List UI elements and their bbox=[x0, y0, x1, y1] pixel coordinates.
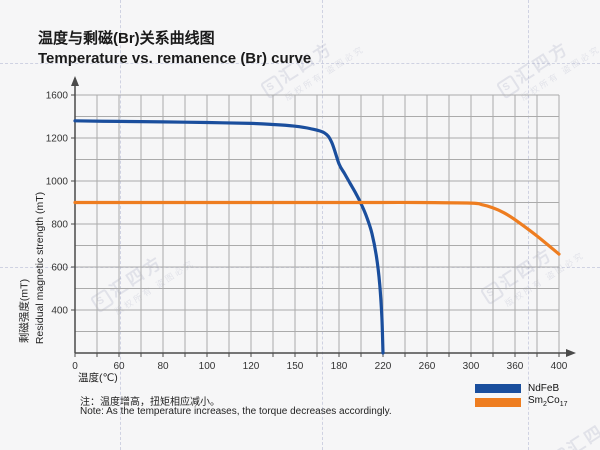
svg-text:1600: 1600 bbox=[46, 91, 69, 102]
svg-text:150: 150 bbox=[287, 361, 304, 372]
svg-text:0: 0 bbox=[72, 361, 78, 372]
svg-text:60: 60 bbox=[113, 361, 125, 372]
x-axis-title: 温度(℃) bbox=[78, 372, 118, 384]
svg-text:400: 400 bbox=[51, 306, 68, 317]
svg-text:180: 180 bbox=[331, 361, 348, 372]
dashed-guide-line bbox=[0, 63, 600, 64]
svg-text:400: 400 bbox=[551, 361, 568, 372]
svg-text:260: 260 bbox=[419, 361, 436, 372]
dashed-guide-line bbox=[528, 0, 529, 450]
svg-text:100: 100 bbox=[199, 361, 216, 372]
note-zh: 注：温度增高，扭矩相应减小。 bbox=[80, 397, 220, 408]
svg-text:800: 800 bbox=[51, 220, 68, 231]
svg-text:1200: 1200 bbox=[46, 134, 69, 145]
svg-text:120: 120 bbox=[243, 361, 260, 372]
dashed-guide-line bbox=[120, 0, 121, 450]
legend-item-sm2co17: Sm2Co17 bbox=[475, 394, 568, 409]
legend-swatch-ndfeb bbox=[475, 384, 521, 393]
svg-text:600: 600 bbox=[51, 263, 68, 274]
chart-title-en: Temperature vs. remanence (Br) curve bbox=[38, 50, 312, 67]
svg-text:80: 80 bbox=[157, 361, 169, 372]
svg-text:360: 360 bbox=[507, 361, 524, 372]
legend-swatch-sm2co17 bbox=[475, 398, 521, 407]
svg-text:220: 220 bbox=[375, 361, 392, 372]
svg-text:1000: 1000 bbox=[46, 177, 69, 188]
legend-label-sm2co17: Sm2Co17 bbox=[528, 394, 568, 408]
note-en: Note: As the temperature increases, the … bbox=[80, 406, 392, 417]
legend-label-ndfeb: NdFeB bbox=[528, 382, 560, 394]
svg-text:300: 300 bbox=[463, 361, 480, 372]
chart-title-zh: 温度与剩磁(Br)关系曲线图 bbox=[38, 30, 215, 47]
chart-title-block: 温度与剩磁(Br)关系曲线图 Temperature vs. remanence… bbox=[38, 29, 311, 69]
chart-legend: NdFeB Sm2Co17 bbox=[475, 382, 568, 410]
y-axis-title-zh: 剩磁强度(mT) bbox=[18, 278, 31, 344]
y-axis-title-en: Residual magnetic strength (mT) bbox=[34, 191, 46, 345]
legend-item-ndfeb: NdFeB bbox=[475, 382, 568, 395]
dashed-guide-line bbox=[322, 0, 323, 450]
